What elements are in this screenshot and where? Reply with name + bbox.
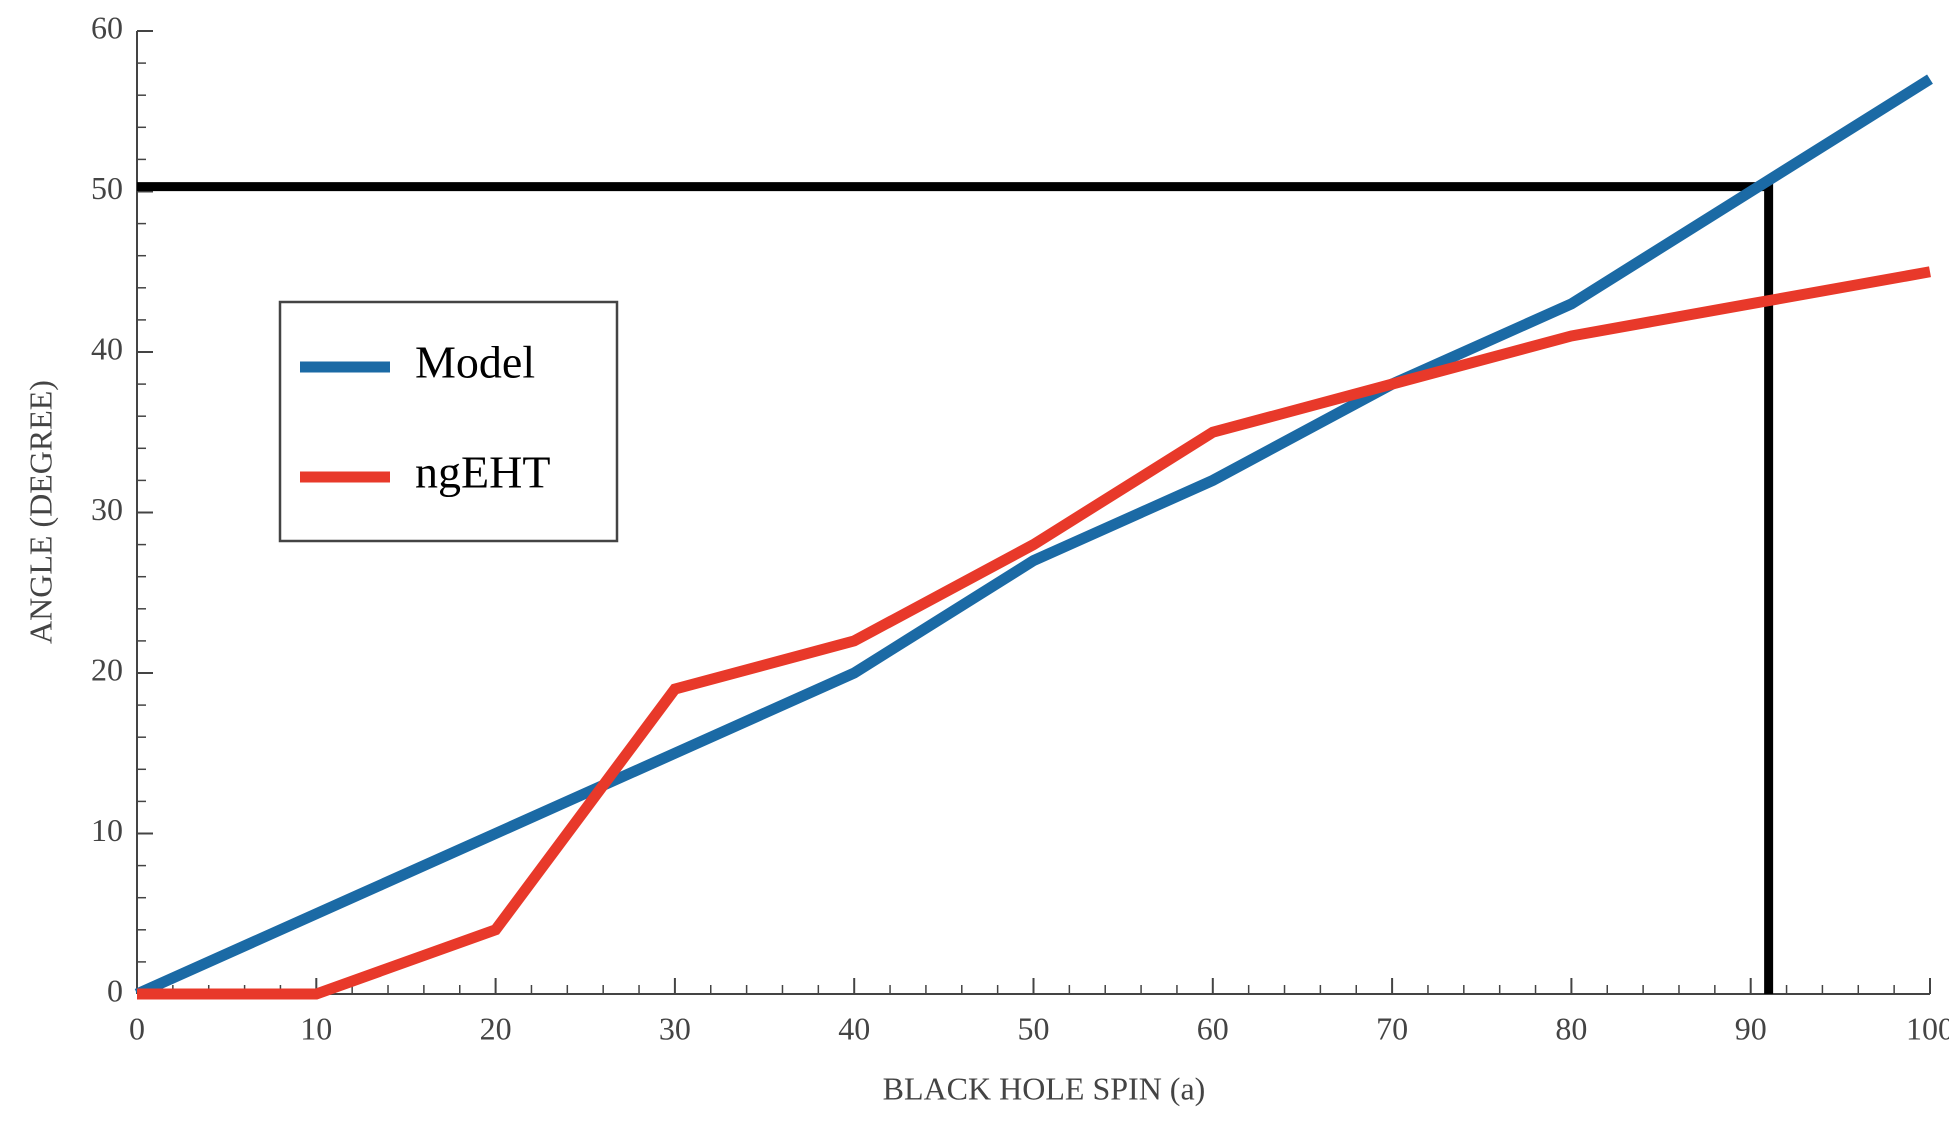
x-tick-label: 10 (300, 1010, 332, 1046)
y-tick-label: 0 (107, 972, 123, 1008)
x-tick-label: 40 (838, 1010, 870, 1046)
legend-label: ngEHT (415, 447, 550, 498)
series-line (134, 74, 1933, 1000)
x-tick-label: 100 (1906, 1010, 1949, 1046)
x-tick-label: 0 (129, 1010, 145, 1046)
x-tick-label: 70 (1376, 1010, 1408, 1046)
x-tick-label: 50 (1018, 1010, 1050, 1046)
legend-label: Model (415, 337, 535, 388)
y-tick-label: 20 (91, 651, 123, 687)
x-tick-label: 60 (1197, 1010, 1229, 1046)
y-tick-label: 60 (91, 9, 123, 45)
x-axis-label: BLACK HOLE SPIN (a) (883, 1070, 1206, 1106)
x-tick-label: 30 (659, 1010, 691, 1046)
x-tick-label: 90 (1735, 1010, 1767, 1046)
y-tick-label: 50 (91, 170, 123, 206)
y-tick-label: 40 (91, 330, 123, 366)
y-tick-label: 30 (91, 491, 123, 527)
x-tick-label: 80 (1555, 1010, 1587, 1046)
x-tick-label: 20 (480, 1010, 512, 1046)
y-tick-label: 10 (91, 812, 123, 848)
series-line (137, 266, 1931, 1000)
legend-box (278, 300, 619, 543)
y-axis-label: ANGLE (DEGREE) (22, 380, 58, 644)
